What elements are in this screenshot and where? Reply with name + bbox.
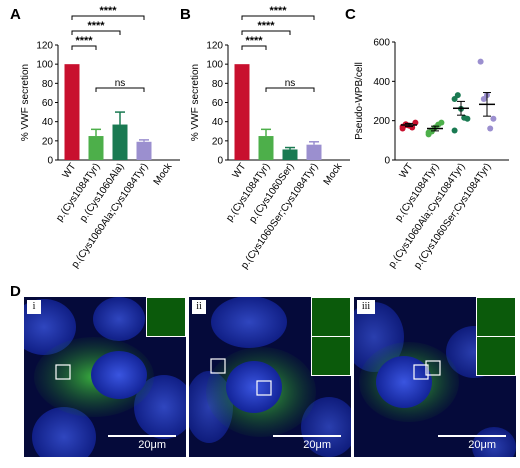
panel-label-b: B	[180, 6, 191, 23]
chart-a-ytick-label: 120	[36, 41, 53, 52]
chart-b-sig-label: ****	[269, 5, 287, 17]
micrograph-i-scale-text: 20μm	[138, 439, 166, 451]
chart-a-sig-label: ****	[87, 20, 105, 32]
chart-c-point	[451, 127, 458, 134]
chart-b-sig-label: ****	[245, 35, 263, 47]
chart-b-ytick-label: 40	[212, 117, 224, 128]
chart-a-sig-label: ****	[75, 35, 93, 47]
chart-b-ytick-label: 100	[206, 60, 223, 71]
chart-b-sig-bracket	[241, 45, 267, 50]
micrograph-ii: ii 20μm	[189, 297, 351, 457]
chart-b-bar	[258, 136, 274, 160]
chart-b-ytick-label: 0	[217, 156, 223, 167]
chart-b-xtick-label: WT	[231, 161, 249, 180]
chart-a-ylabel: % VWF secretion	[20, 64, 31, 141]
chart-a-bar	[112, 124, 128, 160]
chart-b-ytick-label: 120	[206, 41, 223, 52]
chart-a-ytick-label: 60	[42, 98, 54, 109]
micrograph-i-label: i	[27, 300, 41, 314]
micrograph-ii-scale-bar	[273, 435, 341, 437]
chart-a-bar	[136, 141, 152, 160]
chart-b-sig-bracket	[241, 15, 315, 20]
micrograph-ii-inset-bottom	[311, 336, 351, 376]
micrograph-ii-image	[189, 297, 351, 457]
chart-a-bar	[88, 136, 104, 160]
chart-b-sig-bracket	[265, 87, 315, 92]
chart-c-point	[428, 128, 435, 135]
chart-c-ytick-label: 200	[373, 116, 390, 127]
micrograph-ii-inset-top	[311, 297, 351, 337]
micrograph-i-scale-bar	[108, 435, 176, 437]
micrograph-iii-scale-text: 20μm	[468, 439, 496, 451]
chart-b-bar	[234, 64, 250, 160]
micrograph-i-image	[24, 297, 186, 457]
micrograph-i: i 20μm	[24, 297, 186, 457]
micrograph-iii: iii 20μm	[354, 297, 516, 457]
chart-c-point	[438, 119, 445, 126]
chart-b-sig-label: ****	[257, 20, 275, 32]
chart-b-sig-label: ns	[285, 78, 296, 89]
chart-a-bar	[64, 64, 80, 160]
chart-c-point	[412, 119, 419, 126]
chart-b-ytick-label: 20	[212, 136, 224, 147]
chart-a-ytick-label: 80	[42, 79, 54, 90]
micrograph-ii-label: ii	[192, 300, 206, 314]
chart-b-bar	[282, 149, 298, 160]
panel-label-a: A	[10, 6, 21, 23]
chart-a-sig-bracket	[71, 15, 145, 20]
chart-a-ytick-label: 0	[47, 156, 53, 167]
chart-a-ytick-label: 20	[42, 136, 54, 147]
micrograph-ii-scale-text: 20μm	[303, 439, 331, 451]
chart-a-xtick-label: WT	[61, 161, 79, 180]
chart-c-ytick-label: 600	[373, 38, 390, 49]
chart-b-ytick-label: 60	[212, 98, 224, 109]
chart-b-bar	[306, 144, 322, 160]
chart-a-sig-bracket	[95, 87, 145, 92]
panel-label-c: C	[345, 6, 356, 23]
chart-c-ytick-label: 400	[373, 77, 390, 88]
chart-b-ylabel: % VWF secretion	[190, 64, 201, 141]
chart-c-point	[490, 115, 497, 122]
chart-c-point	[454, 92, 461, 99]
chart-c-xtick-label: WT	[398, 161, 416, 180]
chart-a-sig-bracket	[71, 30, 121, 35]
micrograph-iii-label: iii	[357, 300, 375, 314]
chart-a-sig-bracket	[71, 45, 97, 50]
chart-b-ytick-label: 80	[212, 79, 224, 90]
chart-a-ytick-label: 100	[36, 60, 53, 71]
micrograph-i-inset	[146, 297, 186, 337]
chart-c-point	[477, 58, 484, 65]
panel-label-d: D	[10, 283, 21, 300]
chart-a-sig-label: ns	[115, 78, 126, 89]
chart-c-point	[464, 115, 471, 122]
chart-c-point	[409, 124, 416, 131]
chart-b-sig-bracket	[241, 30, 291, 35]
chart-c-point	[487, 125, 494, 132]
chart-c: 0200400600Pseudo-WPB/cellWTp.(Cys1084Tyr…	[354, 38, 509, 271]
micrograph-iii-inset-top	[476, 297, 516, 337]
chart-a-ytick-label: 40	[42, 117, 54, 128]
chart-c-ytick-label: 0	[384, 156, 390, 167]
chart-c-ylabel: Pseudo-WPB/cell	[354, 62, 365, 140]
micrograph-iii-inset-bottom	[476, 336, 516, 376]
chart-a-sig-label: ****	[99, 5, 117, 17]
micrograph-iii-scale-bar	[438, 435, 506, 437]
